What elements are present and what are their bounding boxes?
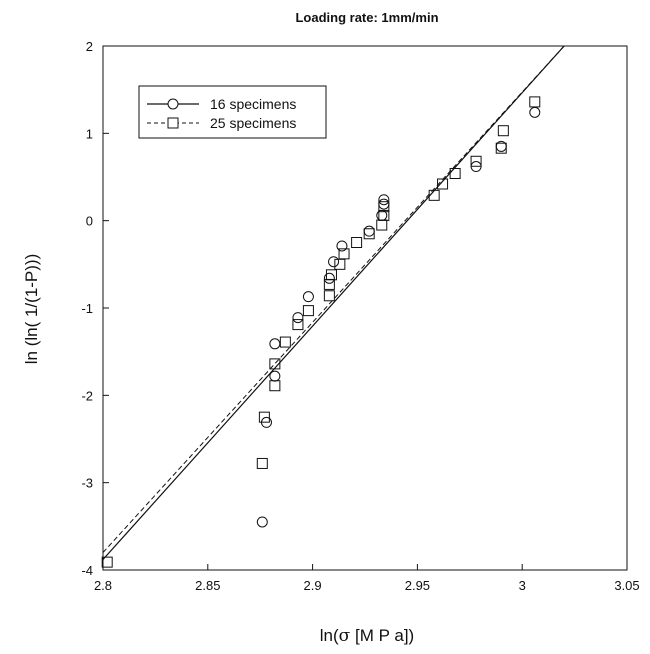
x-tick-label: 2.85 [195, 578, 220, 593]
y-tick-label: 1 [86, 126, 93, 141]
data-point-25-specimens [303, 306, 313, 316]
y-tick-label: 2 [86, 39, 93, 54]
chart-title: Loading rate: 1mm/min [295, 10, 438, 25]
x-tick-label: 3 [519, 578, 526, 593]
data-point-16-specimens [293, 313, 303, 323]
data-point-25-specimens [498, 126, 508, 136]
data-point-16-specimens [379, 195, 389, 205]
x-axis-label: ln(σ [M P a]) [320, 626, 414, 646]
data-point-25-specimens [324, 279, 334, 289]
legend-square-marker [168, 118, 178, 128]
data-point-16-specimens [530, 107, 540, 117]
x-tick-label: 2.95 [405, 578, 430, 593]
y-tick-label: -4 [81, 563, 93, 578]
data-point-16-specimens [270, 339, 280, 349]
data-point-16-specimens [257, 517, 267, 527]
data-point-16-specimens [324, 273, 334, 283]
legend-label-25: 25 specimens [210, 115, 296, 131]
x-axis: 2.8 2.85 2.9 2.95 3 3.05 [94, 564, 640, 593]
data-point-25-specimens [335, 259, 345, 269]
data-point-16-specimens [337, 241, 347, 251]
data-point-25-specimens [270, 381, 280, 391]
y-axis: -4 -3 -2 -1 0 1 2 [81, 39, 109, 578]
sigma-symbol: σ [339, 626, 351, 646]
x-tick-label: 2.9 [304, 578, 322, 593]
data-point-25-specimens [324, 291, 334, 301]
data-point-16-specimens [303, 292, 313, 302]
data-point-25-specimens [352, 238, 362, 248]
x-tick-label: 3.05 [614, 578, 639, 593]
data-point-25-specimens [257, 458, 267, 468]
y-axis-label: ln (ln( 1/(1-P))) [22, 254, 41, 365]
data-markers [102, 97, 540, 567]
data-point-16-specimens [364, 226, 374, 236]
data-point-25-specimens [530, 97, 540, 107]
data-point-25-specimens [377, 220, 387, 230]
data-point-16-specimens [329, 257, 339, 267]
data-point-25-specimens [326, 270, 336, 280]
legend-label-16: 16 specimens [210, 96, 296, 112]
data-point-25-specimens [364, 229, 374, 239]
data-point-16-specimens [379, 199, 389, 209]
data-point-16-specimens [270, 371, 280, 381]
data-point-25-specimens [280, 337, 290, 347]
y-tick-label: -3 [81, 476, 93, 491]
y-tick-label: -2 [81, 388, 93, 403]
legend-circle-marker [168, 99, 178, 109]
legend: 16 specimens 25 specimens [139, 86, 326, 138]
data-point-25-specimens [450, 169, 460, 179]
y-tick-label: 0 [86, 214, 93, 229]
x-tick-label: 2.8 [94, 578, 112, 593]
y-tick-label: -1 [81, 301, 93, 316]
